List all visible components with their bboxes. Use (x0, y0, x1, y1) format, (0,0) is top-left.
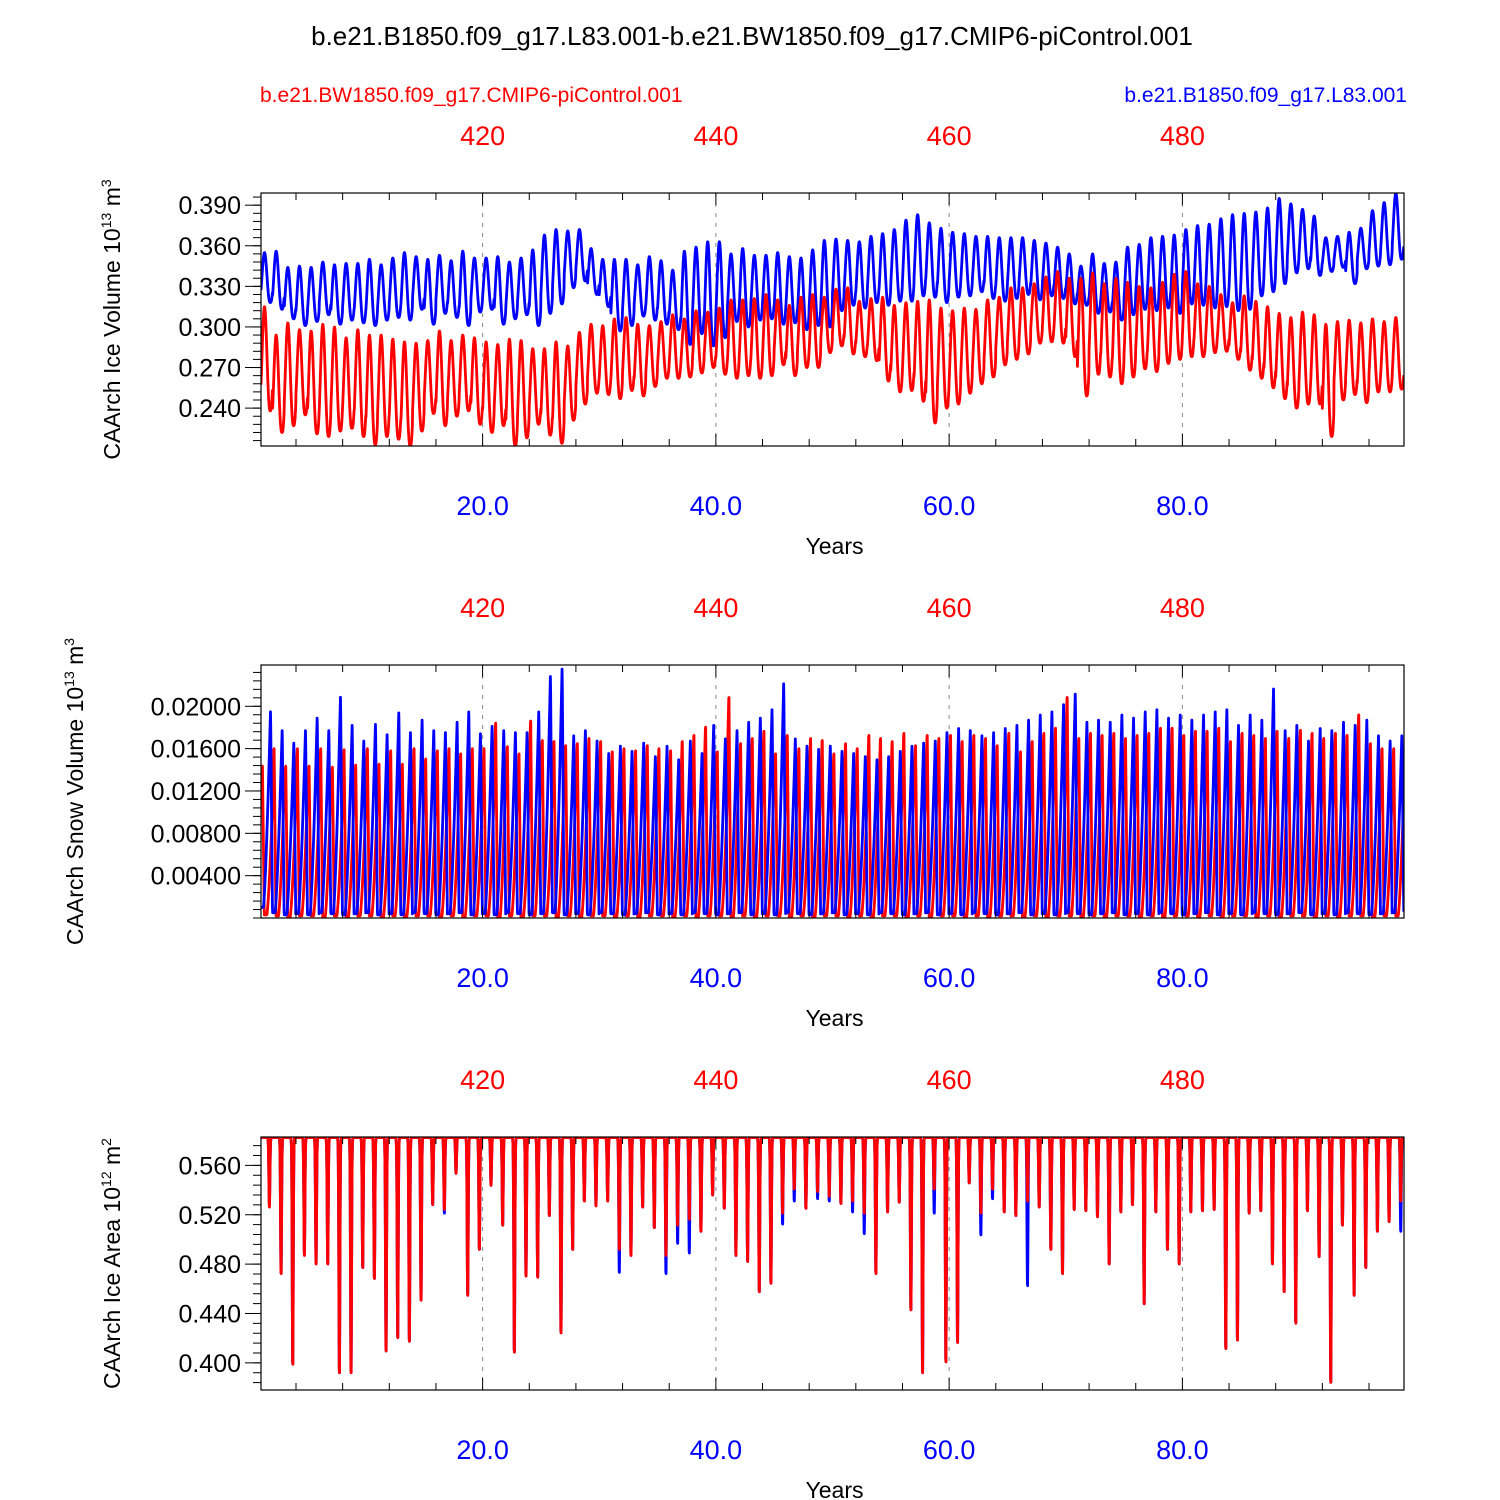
y-tick-label: 0.240 (178, 395, 241, 423)
x-tick-label-bottom: 40.0 (690, 1435, 743, 1465)
x-tick-label-top: 440 (693, 593, 738, 623)
y-tick-label: 0.400 (178, 1350, 241, 1378)
x-tick-label-bottom: 20.0 (456, 491, 509, 521)
x-tick-label-bottom: 60.0 (923, 963, 976, 993)
series-line-red (261, 270, 1404, 446)
x-axis-label: Years (806, 1005, 864, 1031)
x-tick-label-top: 460 (927, 593, 972, 623)
legend-right-series: b.e21.B1850.f09_g17.L83.001 (1124, 84, 1407, 107)
plot-frame (260, 192, 1405, 447)
series-group (261, 1137, 1404, 1384)
series-line-red (261, 696, 1404, 918)
x-tick-label-bottom: 20.0 (456, 963, 509, 993)
x-axis-label: Years (806, 1477, 864, 1500)
series-line-blue (261, 193, 1404, 348)
x-tick-label-bottom: 80.0 (1156, 1435, 1209, 1465)
y-tick-label: 0.480 (178, 1251, 241, 1279)
x-tick-label-top: 460 (927, 121, 972, 151)
y-tick-label: 0.00800 (151, 820, 241, 848)
y-tick-label: 0.01600 (151, 736, 241, 764)
x-tick-label-bottom: 60.0 (923, 1435, 976, 1465)
plot-frame (260, 1136, 1405, 1391)
y-tick-label: 0.270 (178, 355, 241, 383)
x-tick-label-top: 480 (1160, 1065, 1205, 1095)
y-tick-label: 0.00400 (151, 863, 241, 891)
x-tick-label-top: 480 (1160, 121, 1205, 151)
snow-volume-panel: 0.02000 0.01600 0.01200 0.00800 0.00400 20.0 4… (61, 593, 1405, 1031)
ice-volume-panel: 0.390 0.360 0.330 0.300 0.270 0.240 20.0 40.0 60… (98, 121, 1405, 559)
y-tick-label: 0.390 (178, 192, 241, 220)
x-tick-label-top: 480 (1160, 593, 1205, 623)
x-tick-label-bottom: 40.0 (690, 491, 743, 521)
x-tick-label-top: 420 (460, 593, 505, 623)
plot-frame (260, 664, 1405, 919)
legend-left-series: b.e21.BW1850.f09_g17.CMIP6-piControl.001 (260, 84, 683, 107)
y-axis-label: CAArch Ice Area 1012 m2 (98, 1138, 125, 1389)
series-group (261, 193, 1404, 446)
series-line-blue (261, 667, 1404, 917)
x-tick-label-bottom: 80.0 (1156, 963, 1209, 993)
y-tick-label: 0.440 (178, 1300, 241, 1328)
series-line-red (261, 1137, 1404, 1384)
x-tick-label-top: 440 (693, 1065, 738, 1095)
figure-title: b.e21.B1850.f09_g17.L83.001-b.e21.BW1850… (311, 21, 1193, 51)
y-tick-label: 0.560 (178, 1152, 241, 1180)
y-tick-label: 0.360 (178, 233, 241, 261)
y-axis-label: CAArch Ice Volume 1013 m3 (98, 179, 125, 460)
ice-area-panel: 0.560 0.520 0.480 0.440 0.400 20.0 40.0 60.0 80.… (98, 1065, 1405, 1500)
x-tick-label-top: 440 (693, 121, 738, 151)
y-tick-label: 0.02000 (151, 693, 241, 721)
y-tick-label: 0.01200 (151, 778, 241, 806)
x-tick-label-top: 420 (460, 121, 505, 151)
y-tick-label: 0.520 (178, 1202, 241, 1230)
x-tick-label-bottom: 80.0 (1156, 491, 1209, 521)
x-tick-label-bottom: 40.0 (690, 963, 743, 993)
x-tick-label-top: 460 (927, 1065, 972, 1095)
y-axis-label: CAArch Snow Volume 1013 m3 (61, 638, 88, 945)
x-axis-label: Years (806, 533, 864, 559)
y-tick-label: 0.330 (178, 273, 241, 301)
y-tick-label: 0.300 (178, 314, 241, 342)
x-tick-label-bottom: 20.0 (456, 1435, 509, 1465)
x-tick-label-bottom: 60.0 (923, 491, 976, 521)
series-group (261, 667, 1404, 918)
x-tick-label-top: 420 (460, 1065, 505, 1095)
